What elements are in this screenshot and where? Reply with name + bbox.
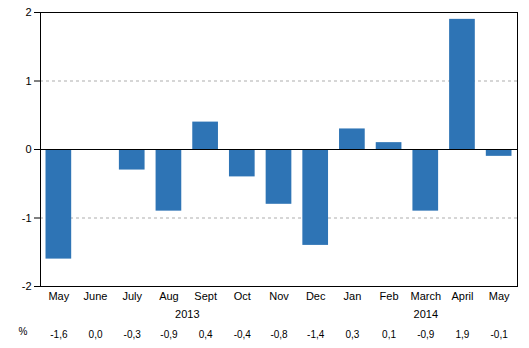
svg-text:Feb: Feb <box>380 290 399 302</box>
svg-text:0,1: 0,1 <box>382 329 396 340</box>
svg-text:2: 2 <box>25 6 31 18</box>
svg-text:2014: 2014 <box>414 308 438 320</box>
svg-text:Aug: Aug <box>159 290 179 302</box>
svg-text:March: March <box>410 290 441 302</box>
svg-text:1: 1 <box>25 75 31 87</box>
svg-text:-0,3: -0,3 <box>124 329 142 340</box>
svg-text:Jan: Jan <box>344 290 362 302</box>
svg-text:-0,9: -0,9 <box>417 329 435 340</box>
svg-text:1,9: 1,9 <box>456 329 470 340</box>
svg-text:April: April <box>451 290 473 302</box>
svg-text:-0,4: -0,4 <box>234 329 252 340</box>
svg-text:-1,4: -1,4 <box>307 329 325 340</box>
svg-text:0,4: 0,4 <box>199 329 213 340</box>
svg-text:-1: -1 <box>22 212 32 224</box>
svg-text:-0,9: -0,9 <box>160 329 178 340</box>
svg-text:Oct: Oct <box>234 290 251 302</box>
svg-text:0,0: 0,0 <box>89 329 103 340</box>
svg-text:-1,6: -1,6 <box>50 329 68 340</box>
svg-text:-0,8: -0,8 <box>270 329 288 340</box>
svg-text:May: May <box>489 290 510 302</box>
svg-text:-2: -2 <box>22 280 32 292</box>
svg-text:0: 0 <box>25 143 31 155</box>
svg-text:%: % <box>19 326 28 337</box>
svg-text:May: May <box>48 290 69 302</box>
svg-text:-0,1: -0,1 <box>491 329 509 340</box>
svg-text:June: June <box>84 290 108 302</box>
svg-text:2013: 2013 <box>175 308 199 320</box>
svg-text:Nov: Nov <box>269 290 289 302</box>
svg-text:Sept: Sept <box>194 290 217 302</box>
svg-text:Dec: Dec <box>306 290 326 302</box>
svg-text:July: July <box>122 290 142 302</box>
svg-text:0,3: 0,3 <box>345 329 359 340</box>
